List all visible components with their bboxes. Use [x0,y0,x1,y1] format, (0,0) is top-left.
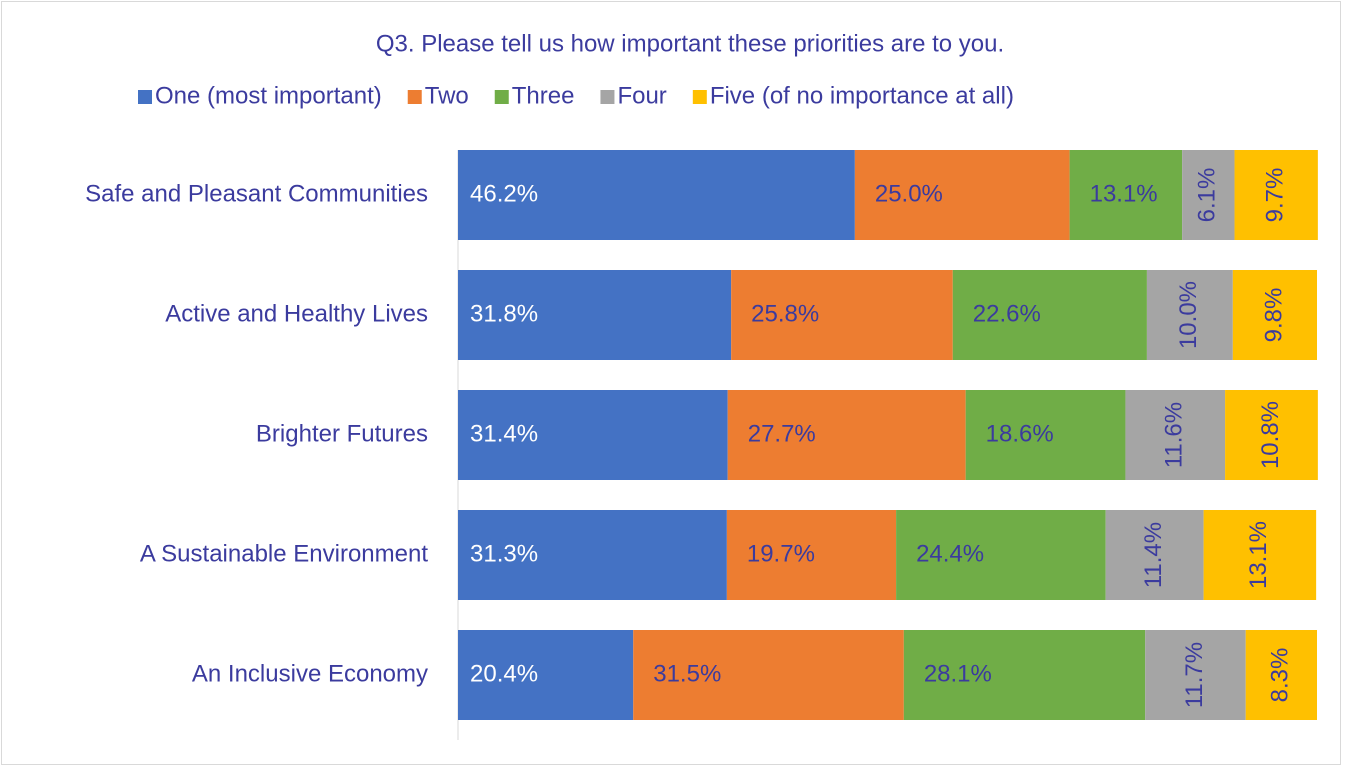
bar-segment [458,630,634,720]
value-label: 20.4% [470,660,538,687]
bar-segment [458,270,732,360]
value-label: 10.0% [1175,281,1202,349]
bar-segment [458,510,727,600]
bar-segment [1203,510,1317,600]
value-label: 11.6% [1161,402,1188,468]
value-label: 24.4% [916,540,984,567]
bar-segment [1069,150,1183,240]
bar-segment [1232,270,1317,360]
bar-segment [1105,510,1204,600]
category-label: Safe and Pleasant Communities [85,180,428,207]
legend-swatch [494,90,509,104]
legend-label: Three [512,82,575,109]
value-label: 19.7% [747,540,815,567]
value-label: 11.4% [1140,522,1167,588]
value-label: 31.3% [470,540,538,567]
bar-segment [952,270,1147,360]
value-label: 9.7% [1262,168,1289,223]
bar-segment [633,630,904,720]
legend-label: Four [617,82,666,109]
legend-swatch [692,90,707,104]
value-label: 25.0% [875,180,943,207]
value-label: 25.8% [751,300,819,327]
value-label: 27.7% [748,420,816,447]
value-label: 22.6% [973,300,1041,327]
bar-segment [726,510,897,600]
bar-segment [1145,630,1246,720]
category-label: Brighter Futures [256,420,428,447]
bar-segment [1146,270,1233,360]
value-label: 31.8% [470,300,538,327]
legend-swatch [407,90,422,104]
value-label: 28.1% [924,660,992,687]
bar-segment [965,390,1126,480]
legend-label: Two [425,82,469,109]
bar-segment [903,630,1146,720]
bar-segment [731,270,953,360]
bar-segment [1125,390,1226,480]
value-label: 46.2% [470,180,538,207]
bar-segment [1234,150,1318,240]
bar-segment [1182,150,1235,240]
value-label: 13.1% [1090,180,1158,207]
bar-segment [458,390,728,480]
bar-segment [854,150,1070,240]
value-label: 10.8% [1257,401,1284,469]
value-label: 11.7% [1181,642,1208,708]
category-label: Active and Healthy Lives [165,300,428,327]
value-label: 13.1% [1245,521,1272,589]
legend-swatch [138,90,152,104]
value-label: 6.1% [1194,168,1221,223]
legend-label: One (most important) [155,82,382,109]
bar-segment [727,390,966,480]
value-label: 31.4% [470,420,538,447]
legend-label: Five (of no importance at all) [710,82,1014,109]
chart-title: Q3. Please tell us how important these p… [376,30,1004,57]
category-label: A Sustainable Environment [140,540,429,567]
bar-segment [896,510,1106,600]
value-label: 9.8% [1260,288,1287,343]
legend-swatch [600,90,615,104]
value-label: 31.5% [653,660,721,687]
value-label: 18.6% [986,420,1054,447]
bar-segment [1225,390,1318,480]
bar-segment [1245,630,1317,720]
category-label: An Inclusive Economy [192,660,428,687]
bar-segment [458,150,855,240]
value-label: 8.3% [1267,648,1294,703]
